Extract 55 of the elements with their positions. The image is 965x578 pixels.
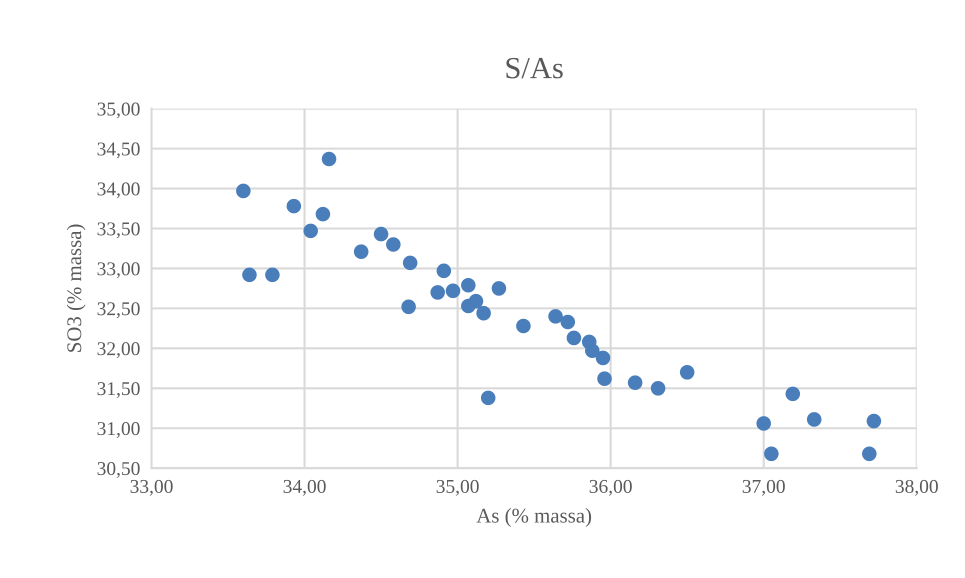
x-tick-label: 33,00 <box>130 480 173 496</box>
point <box>436 264 452 278</box>
point <box>265 268 280 282</box>
point <box>548 309 563 324</box>
point <box>566 330 582 346</box>
point <box>806 412 822 427</box>
point <box>446 284 460 298</box>
y-tick-label: 35,00 <box>98 102 140 118</box>
point <box>476 306 491 320</box>
point <box>386 237 401 252</box>
point <box>756 416 771 431</box>
point <box>401 300 416 314</box>
point <box>862 446 877 462</box>
point <box>303 224 318 238</box>
point <box>316 206 330 222</box>
y-tick-label: 31,00 <box>98 422 140 438</box>
point <box>866 414 882 428</box>
point <box>596 350 610 366</box>
point <box>430 285 445 300</box>
y-tick-label: 34,50 <box>98 142 140 158</box>
point <box>468 294 484 308</box>
point <box>480 390 496 406</box>
point <box>402 256 418 270</box>
point <box>628 375 642 390</box>
point <box>516 318 531 334</box>
x-tick-label: 37,00 <box>742 480 785 496</box>
point <box>374 226 388 242</box>
point <box>236 184 251 198</box>
point <box>585 343 600 358</box>
y-tick-label: 30,50 <box>98 462 140 478</box>
point <box>785 386 800 402</box>
y-tick-label: 32,00 <box>98 342 140 358</box>
point <box>764 446 779 462</box>
x-tick-label: 35,00 <box>436 480 479 496</box>
y-tick-label: 34,00 <box>98 182 140 198</box>
point <box>354 244 368 259</box>
point <box>461 278 476 293</box>
y-tick-label: 31,50 <box>98 382 140 398</box>
x-axis-title: As (% massa) <box>476 508 592 527</box>
chart-title: S/As <box>506 58 563 78</box>
y-tick-label: 32,50 <box>98 302 140 318</box>
y-tick-label: 33,00 <box>98 262 140 278</box>
x-tick-label: 38,00 <box>896 480 938 496</box>
point <box>560 314 576 330</box>
x-tick-label: 36,00 <box>590 480 632 496</box>
point <box>286 198 302 214</box>
point <box>322 152 336 166</box>
point <box>680 365 694 380</box>
point <box>597 371 612 386</box>
point <box>242 268 257 282</box>
y-axis-title: SO3 (% massa) <box>66 224 86 352</box>
point <box>492 281 506 296</box>
y-tick-label: 33,50 <box>98 222 140 238</box>
point <box>650 381 666 396</box>
x-tick-label: 34,00 <box>284 480 326 496</box>
